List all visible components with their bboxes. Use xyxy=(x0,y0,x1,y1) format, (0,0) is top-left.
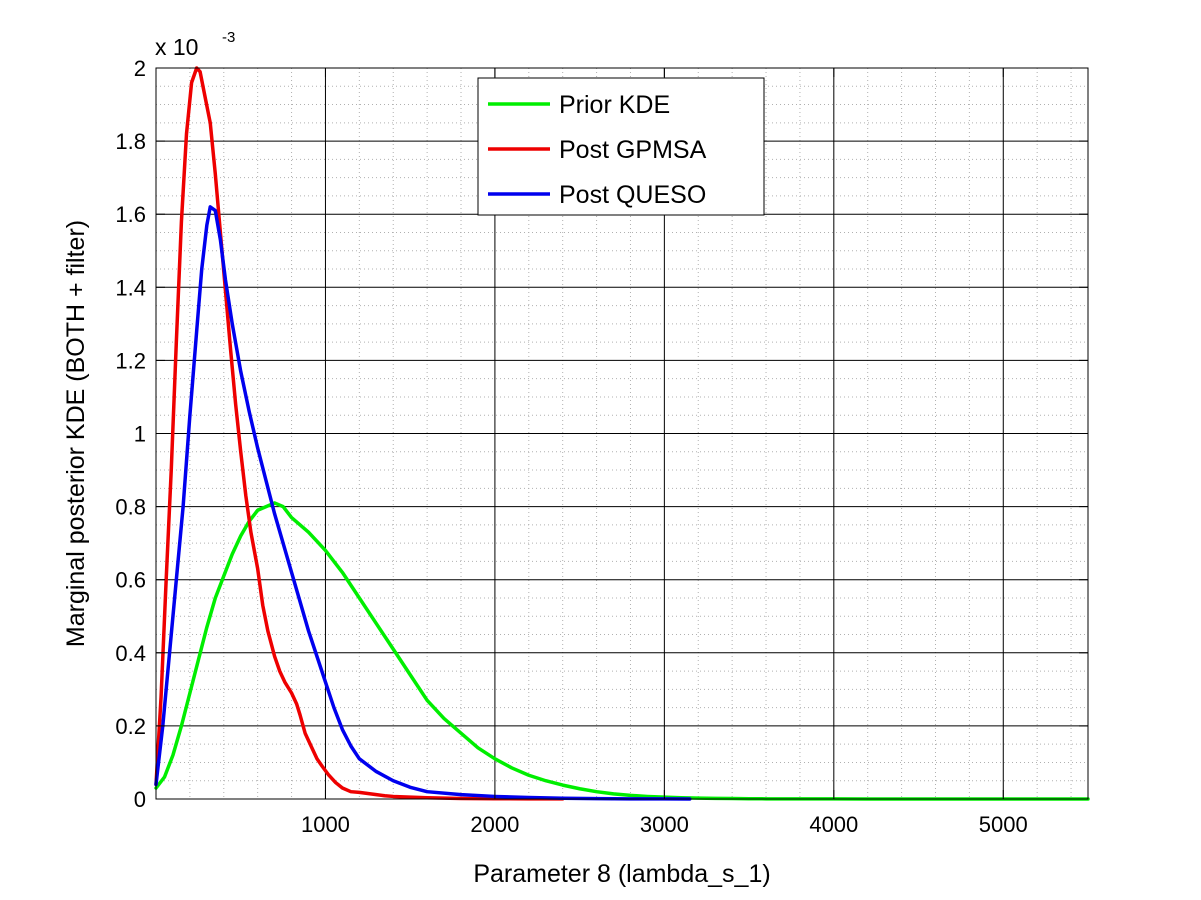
y-tick-label: 1.6 xyxy=(115,202,146,227)
y-tick-label: 1 xyxy=(134,422,146,447)
series-line-post-queso xyxy=(154,205,692,801)
series-line-prior-kde xyxy=(154,501,1090,801)
y-tick-label: 0.8 xyxy=(115,495,146,520)
y-axis-label: Marginal posterior KDE (BOTH + filter) xyxy=(62,220,90,647)
x-tick-label: 3000 xyxy=(640,812,689,837)
axis-ticks xyxy=(156,67,1088,800)
y-tick-label: 1.8 xyxy=(115,129,146,154)
minor-grid xyxy=(156,68,1088,799)
y-tick-label: 2 xyxy=(134,56,146,81)
legend-entry-post-gpmsa: Post GPMSA xyxy=(559,136,707,164)
x-tick-label: 1000 xyxy=(301,812,350,837)
y-axis-multiplier: x 10 xyxy=(155,34,198,60)
x-tick-label: 4000 xyxy=(809,812,858,837)
y-tick-label: 1.4 xyxy=(115,275,146,300)
tick-labels: 1000 2000 3000 4000 5000 0 0.2 0.4 0.6 0.8 1 1.2 1.4… xyxy=(115,56,1027,837)
x-tick-label: 5000 xyxy=(979,812,1028,837)
y-tick-label: 0 xyxy=(134,787,146,812)
y-tick-label: 0.6 xyxy=(115,568,146,593)
x-axis-label: Parameter 8 (lambda_s_1) xyxy=(473,860,770,888)
y-tick-label: 0.4 xyxy=(115,641,146,666)
legend: Prior KDE Post GPMSA Post QUESO xyxy=(477,77,765,216)
legend-box xyxy=(477,77,765,216)
legend-entry-prior-kde: Prior KDE xyxy=(559,91,670,119)
y-tick-label: 0.2 xyxy=(115,714,146,739)
y-tick-label: 1.2 xyxy=(115,348,146,373)
legend-entry-post-queso: Post QUESO xyxy=(559,181,706,209)
x-tick-label: 2000 xyxy=(470,812,519,837)
y-axis-multiplier-exponent: -3 xyxy=(222,29,235,46)
